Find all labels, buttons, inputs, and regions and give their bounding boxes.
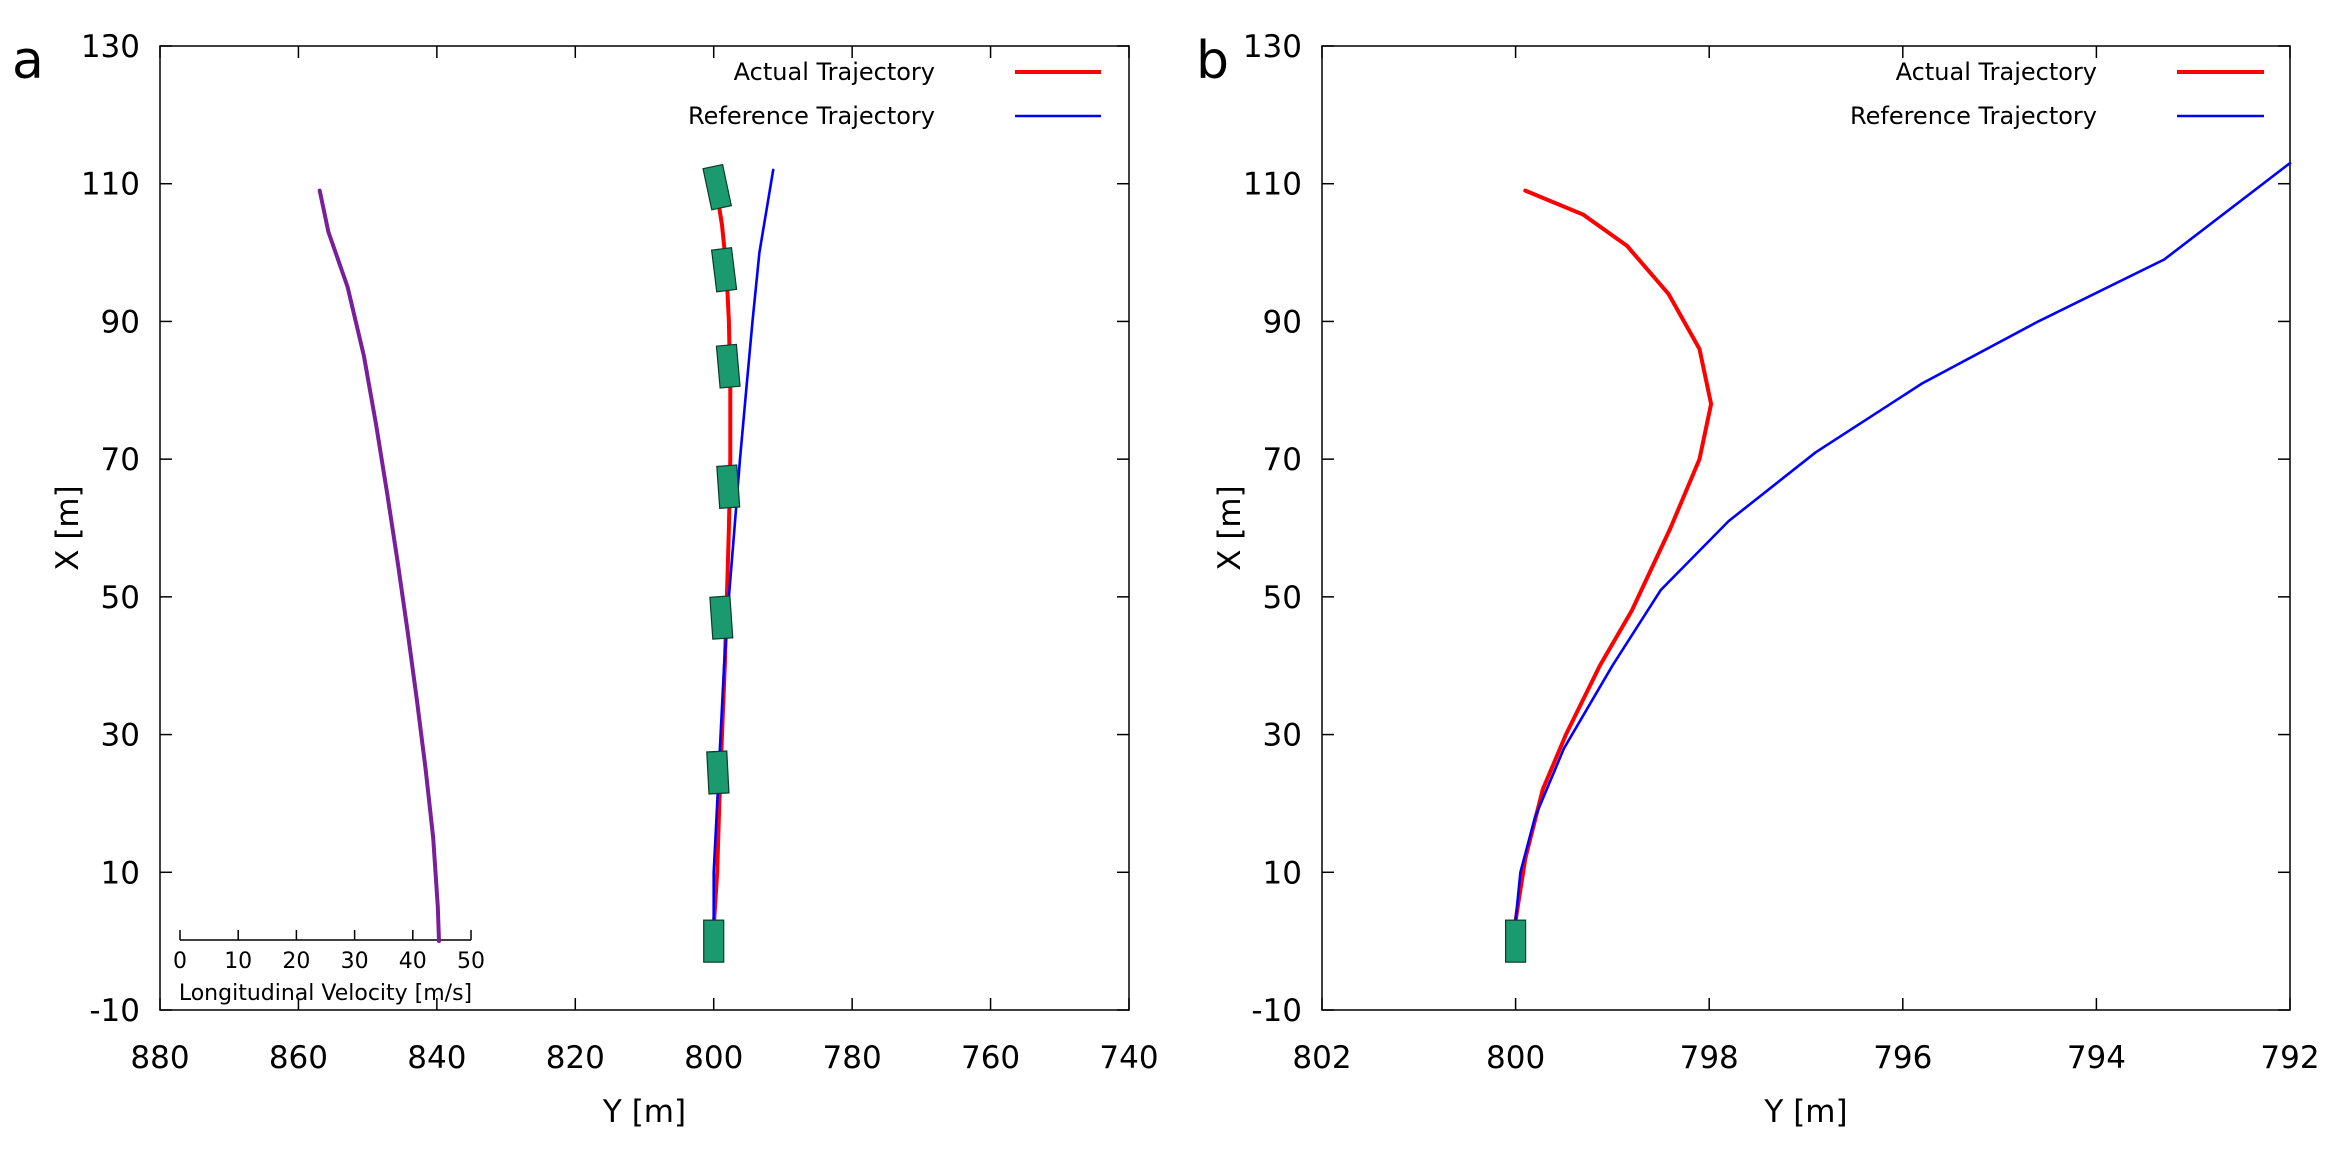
y-tick-label: 50 — [1263, 580, 1302, 616]
x-tick-label: 780 — [823, 1040, 882, 1076]
x-tick-label: 798 — [1680, 1040, 1739, 1076]
panel-b: b -10 10 30 50 70 90 110 130 802 800 798 796 794 792 Y … — [1196, 29, 2320, 1130]
panel-a: a -10 10 30 50 70 90 110 130 880 860 840 820 800 780 76… — [12, 29, 1159, 1130]
panel-letter: a — [12, 31, 44, 91]
legend-label: Reference Trajectory — [1850, 102, 2097, 130]
series-line-actual-trajectory — [1513, 188, 1714, 923]
vehicle-marker — [709, 595, 734, 640]
legend-label: Actual Trajectory — [734, 58, 935, 86]
inset-tick-label: 30 — [341, 949, 369, 974]
x-tick-label: 760 — [961, 1040, 1020, 1076]
x-tick-label: 860 — [269, 1040, 328, 1076]
x-tick-label: 802 — [1292, 1040, 1351, 1076]
series-line-reference-trajectory — [1514, 161, 2292, 922]
vehicle-marker — [715, 343, 741, 389]
x-tick-label: 880 — [130, 1040, 189, 1076]
legend-label: Reference Trajectory — [688, 102, 935, 130]
velocity-inset: 0 10 20 30 40 50 Longitudinal Velocity [m/s] — [173, 188, 485, 1006]
y-tick-label: 70 — [101, 442, 140, 478]
inset-tick-label: 10 — [224, 949, 252, 974]
x-tick-label: 740 — [1099, 1040, 1158, 1076]
x-tick-label: 840 — [407, 1040, 466, 1076]
x-tick-label: 800 — [1486, 1040, 1545, 1076]
inset-tick-label: 50 — [457, 949, 485, 974]
y-tick-label: -10 — [1251, 993, 1302, 1029]
y-tick-label: 90 — [1263, 304, 1302, 340]
y-tick-label: -10 — [89, 993, 140, 1029]
vehicle-marker — [716, 464, 741, 509]
y-tick-label: 90 — [101, 304, 140, 340]
inset-tick-label: 20 — [282, 949, 310, 974]
x-tick-label: 792 — [2260, 1040, 2319, 1076]
x-tick-label: 796 — [1873, 1040, 1932, 1076]
series-line-reference-trajectory — [712, 168, 775, 929]
y-tick-label: 30 — [101, 718, 140, 754]
y-tick-label: 110 — [1243, 167, 1302, 203]
y-axis-label: X [m] — [50, 485, 86, 570]
y-tick-label: 130 — [1243, 29, 1302, 65]
inset-axis-label: Longitudinal Velocity [m/s] — [179, 981, 472, 1006]
vehicle-marker — [1504, 919, 1527, 963]
x-tick-label: 794 — [2067, 1040, 2126, 1076]
velocity-line — [317, 188, 441, 944]
x-tick-label: 820 — [546, 1040, 605, 1076]
legend-label: Actual Trajectory — [1896, 58, 2097, 86]
x-tick-label: 800 — [684, 1040, 743, 1076]
panel-letter: b — [1196, 31, 1229, 91]
plot-frame — [159, 45, 1130, 1011]
inset-tick-label: 40 — [399, 949, 427, 974]
vehicle-marker — [703, 919, 725, 963]
y-axis-label: X [m] — [1212, 485, 1248, 570]
x-axis-label: Y [m] — [1763, 1094, 1847, 1130]
plot-frame — [1321, 45, 2291, 1011]
vehicle-marker — [702, 163, 733, 211]
x-axis-label: Y [m] — [602, 1094, 686, 1130]
y-tick-label: 110 — [81, 167, 140, 203]
inset-tick-label: 0 — [173, 949, 187, 974]
y-tick-label: 10 — [1263, 855, 1302, 891]
y-tick-label: 130 — [81, 29, 140, 65]
vehicle-marker — [706, 750, 730, 795]
y-tick-label: 30 — [1263, 718, 1302, 754]
y-tick-label: 10 — [101, 855, 140, 891]
vehicle-marker — [710, 247, 738, 293]
y-tick-label: 50 — [101, 580, 140, 616]
y-tick-label: 70 — [1263, 442, 1302, 478]
